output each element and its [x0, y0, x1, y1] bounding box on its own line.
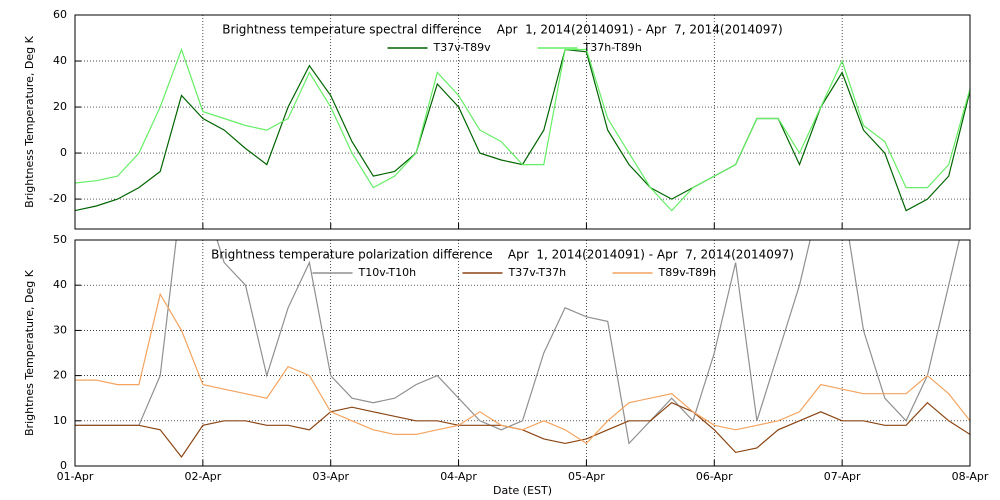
series-line — [75, 47, 970, 212]
legend-label: T89v-T89h — [658, 266, 717, 279]
y-tick-label: 50 — [53, 233, 67, 246]
chart-title: Brightness temperature spectral differen… — [222, 23, 782, 37]
y-tick-label: 0 — [60, 459, 67, 472]
x-tick-label: 07-Apr — [824, 470, 861, 483]
series-line — [75, 240, 960, 445]
x-axis-label: Date (EST) — [493, 484, 552, 497]
y-tick-label: 60 — [53, 8, 67, 21]
legend-label: T37v-T37h — [508, 266, 567, 279]
y-axis-label: Brightnes Temperature, Deg K — [23, 269, 36, 436]
frame — [74, 14, 971, 230]
x-tick-label: 03-Apr — [312, 470, 349, 483]
y-axis-label: Brightness Temperature, Deg K — [23, 35, 36, 207]
x-tick-label: 08-Apr — [952, 470, 989, 483]
y-tick-label: 40 — [53, 278, 67, 291]
legend-label: T37v-T89v — [433, 41, 492, 54]
y-tick-label: 0 — [60, 146, 67, 159]
y-tick-label: 20 — [53, 100, 67, 113]
chart-title: Brightness temperature polarization diff… — [211, 248, 794, 262]
y-tick-label: 10 — [53, 414, 67, 427]
series-line — [75, 292, 970, 445]
plot-area — [75, 240, 970, 459]
x-tick-label: 06-Apr — [696, 470, 733, 483]
y-tick-label: 20 — [53, 369, 67, 382]
y-tick-label: 40 — [53, 54, 67, 67]
legend-label: T37h-T89h — [583, 41, 642, 54]
legend-label: T10v-T10h — [358, 266, 417, 279]
x-tick-label: 05-Apr — [568, 470, 605, 483]
x-tick-label: 02-Apr — [184, 470, 221, 483]
y-tick-label: -20 — [49, 192, 67, 205]
frame — [74, 239, 971, 467]
x-tick-label: 01-Apr — [57, 470, 94, 483]
x-tick-label: 04-Apr — [440, 470, 477, 483]
y-tick-label: 30 — [53, 323, 67, 336]
plot-area — [75, 47, 970, 212]
